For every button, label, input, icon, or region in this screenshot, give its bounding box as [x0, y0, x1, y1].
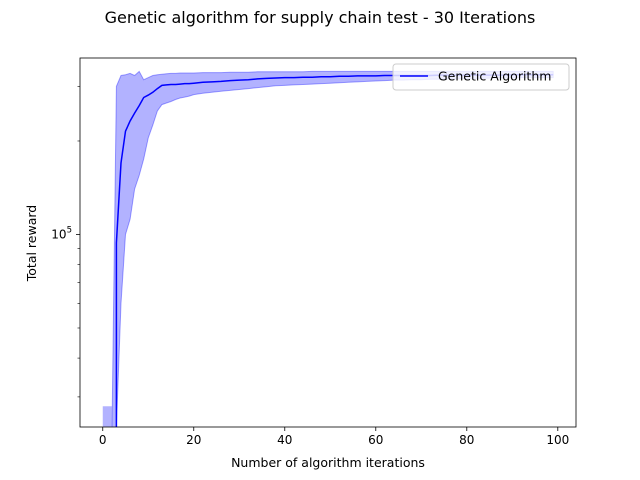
series-line-genetic-algorithm [115, 73, 554, 427]
legend-label-genetic-algorithm: Genetic Algorithm [438, 69, 551, 84]
y-tick-label-1e5: 105 [51, 225, 72, 241]
legend-box [392, 63, 570, 91]
x-tick-label-100: 100 [546, 433, 569, 447]
x-axis-label: Number of algorithm iterations [231, 455, 425, 470]
chart-title: Genetic algorithm for supply chain test … [105, 8, 536, 27]
x-tick-label-60: 60 [368, 433, 383, 447]
x-tick-label-80: 80 [459, 433, 474, 447]
legend: Genetic Algorithm [392, 63, 570, 91]
x-tick-label-20: 20 [186, 433, 201, 447]
plot-marks [102, 70, 554, 427]
x-tick-label-40: 40 [277, 433, 292, 447]
confidence-band [111, 70, 554, 427]
x-tick-label-0: 0 [99, 433, 107, 447]
y-axis-label: Total reward [24, 205, 39, 282]
plot-area: 0 20 40 60 80 100 105 Genetic Algorithm [51, 57, 577, 447]
axes-frame [79, 57, 577, 428]
band-lead-in [102, 406, 112, 427]
